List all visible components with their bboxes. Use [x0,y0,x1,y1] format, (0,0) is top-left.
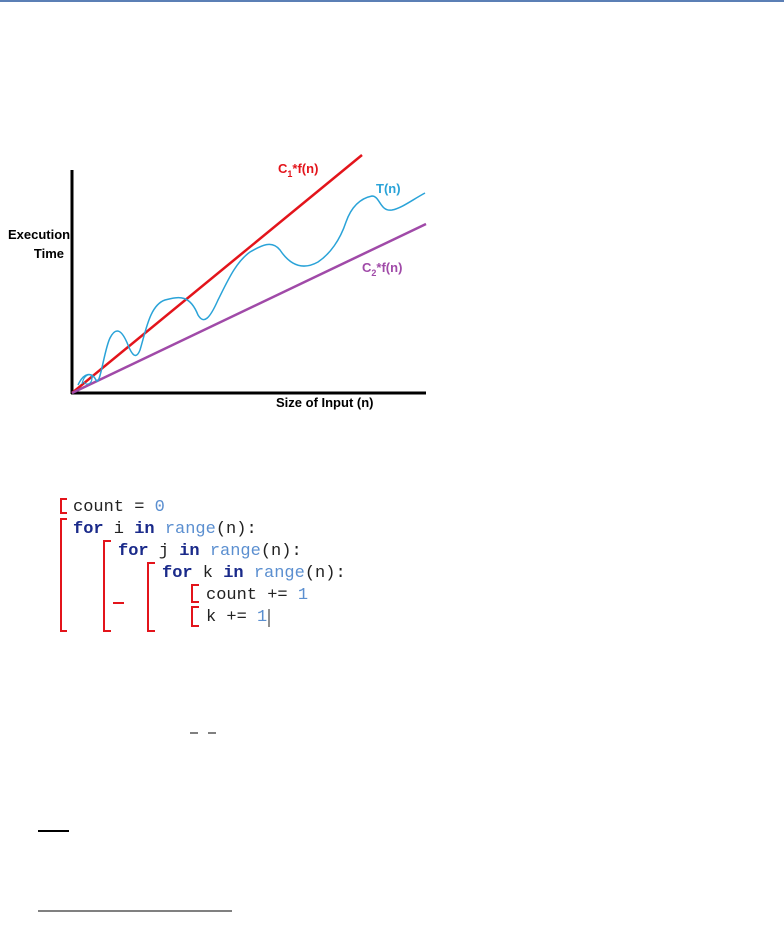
label-part: *f(n) [376,260,402,275]
lower-bound-line [71,222,427,395]
code-token: in [134,520,154,539]
lower-bound-label: C2*f(n) [362,260,402,278]
complexity-figure: Execution Time Size of Input (n) C1*f(n)… [8,154,427,410]
code-block: count = 0 for i in range(n): for j in ra… [60,498,346,632]
code-token [200,542,210,561]
code-token: for [162,564,193,583]
code-line: for k in range(n): [162,564,346,583]
code-token: 0 [155,498,165,517]
code-line: for i in range(n): [73,520,257,539]
code-line: for j in range(n): [118,542,302,561]
upper-bound-line [71,154,363,394]
code-token: 1 [257,608,267,627]
decorations [38,732,232,912]
code-token: count = [73,498,155,517]
code-token: for [118,542,149,561]
code-token: range [254,564,305,583]
code-token: in [223,564,243,583]
curve-label: T(n) [376,181,401,196]
code-token [155,520,165,539]
y-label-line1: Execution [8,227,70,242]
code-token: 1 [298,586,308,605]
label-part: C [362,260,372,275]
code-token: for [73,520,104,539]
code-token: range [210,542,261,561]
code-token: range [165,520,216,539]
brackets [60,498,199,632]
code-token: k += [206,608,257,627]
y-label-line2: Time [34,246,64,261]
code-token: k [193,564,224,583]
label-part: *f(n) [292,161,318,176]
code-token: (n): [305,564,346,583]
x-label: Size of Input (n) [276,395,373,410]
code-token: in [179,542,199,561]
code-token: count += [206,586,298,605]
code-token: (n): [216,520,257,539]
code-line: k += 1 [206,608,267,627]
code-line: count = 0 [73,498,165,517]
code-token: j [149,542,180,561]
code-token [244,564,254,583]
t-curve [77,192,426,386]
label-subscript: 2 [371,268,376,278]
upper-bound-label: C1*f(n) [278,161,318,179]
label-subscript: 1 [287,169,292,179]
t-curve-loop [81,374,93,385]
code-token: (n): [261,542,302,561]
label-part: C [278,161,288,176]
code-token: i [104,520,135,539]
code-line: count += 1 [206,586,308,605]
